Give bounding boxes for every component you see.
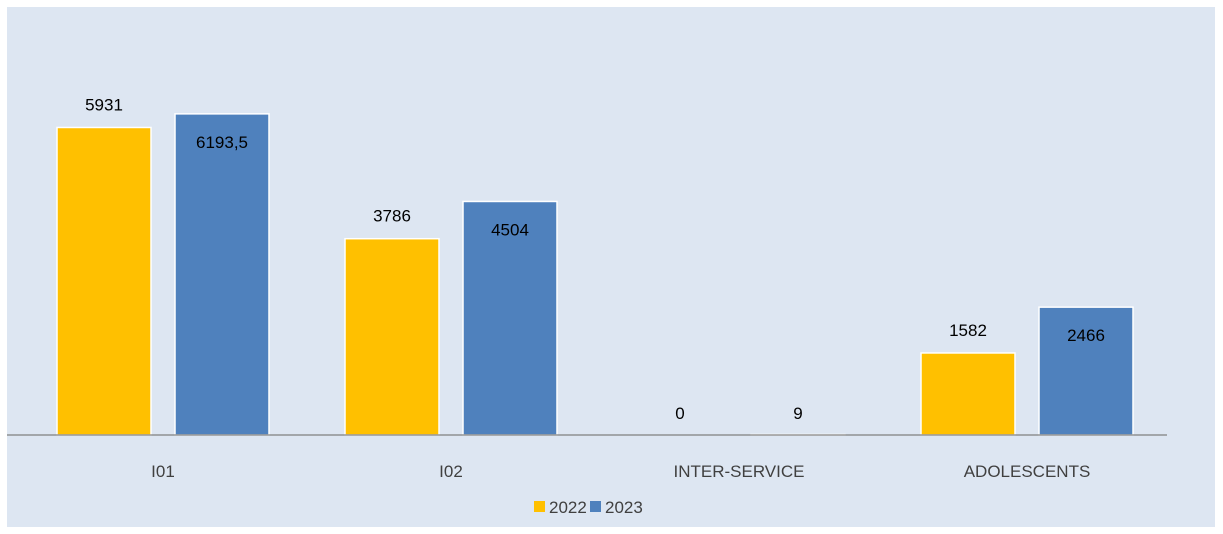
category-label-i01: I01 xyxy=(151,462,175,481)
data-label-adolescents-2022: 1582 xyxy=(949,321,987,340)
bar-chart: 5931 6193,5 3786 4504 0 9 1582 2466 I01 I02 INTER… xyxy=(7,95,1167,517)
bar-i02-2022 xyxy=(344,237,440,436)
data-label-i01-2023: 6193,5 xyxy=(196,133,248,152)
category-labels-layer: I01 I02 INTER-SERVICE ADOLESCENTS xyxy=(151,462,1090,481)
bar-i01-2023 xyxy=(174,113,270,436)
data-labels-layer: 5931 6193,5 3786 4504 0 9 1582 2466 xyxy=(85,95,1105,423)
legend-swatch-2023 xyxy=(590,501,601,512)
legend-swatch-2022 xyxy=(534,501,545,512)
category-label-adolescents: ADOLESCENTS xyxy=(964,462,1091,481)
legend-label-2023: 2023 xyxy=(605,498,643,517)
category-label-i02: I02 xyxy=(439,462,463,481)
data-label-i02-2023: 4504 xyxy=(491,220,529,239)
bars-layer xyxy=(56,113,1134,436)
bar-i01-2022 xyxy=(56,126,152,436)
data-label-inter-service-2022: 0 xyxy=(675,404,684,423)
bar-i02-2023 xyxy=(462,200,558,436)
data-label-adolescents-2023: 2466 xyxy=(1067,326,1105,345)
data-label-i01-2022: 5931 xyxy=(85,95,123,114)
data-label-inter-service-2023: 9 xyxy=(793,404,802,423)
category-label-inter-service: INTER-SERVICE xyxy=(674,462,805,481)
data-label-i02-2022: 3786 xyxy=(373,207,411,226)
chart-panel: 5931 6193,5 3786 4504 0 9 1582 2466 I01 I02 INTER… xyxy=(7,7,1215,527)
legend-label-2022: 2022 xyxy=(549,498,587,517)
bar-adolescents-2022 xyxy=(920,352,1016,436)
legend: 2022 2023 xyxy=(534,498,643,517)
